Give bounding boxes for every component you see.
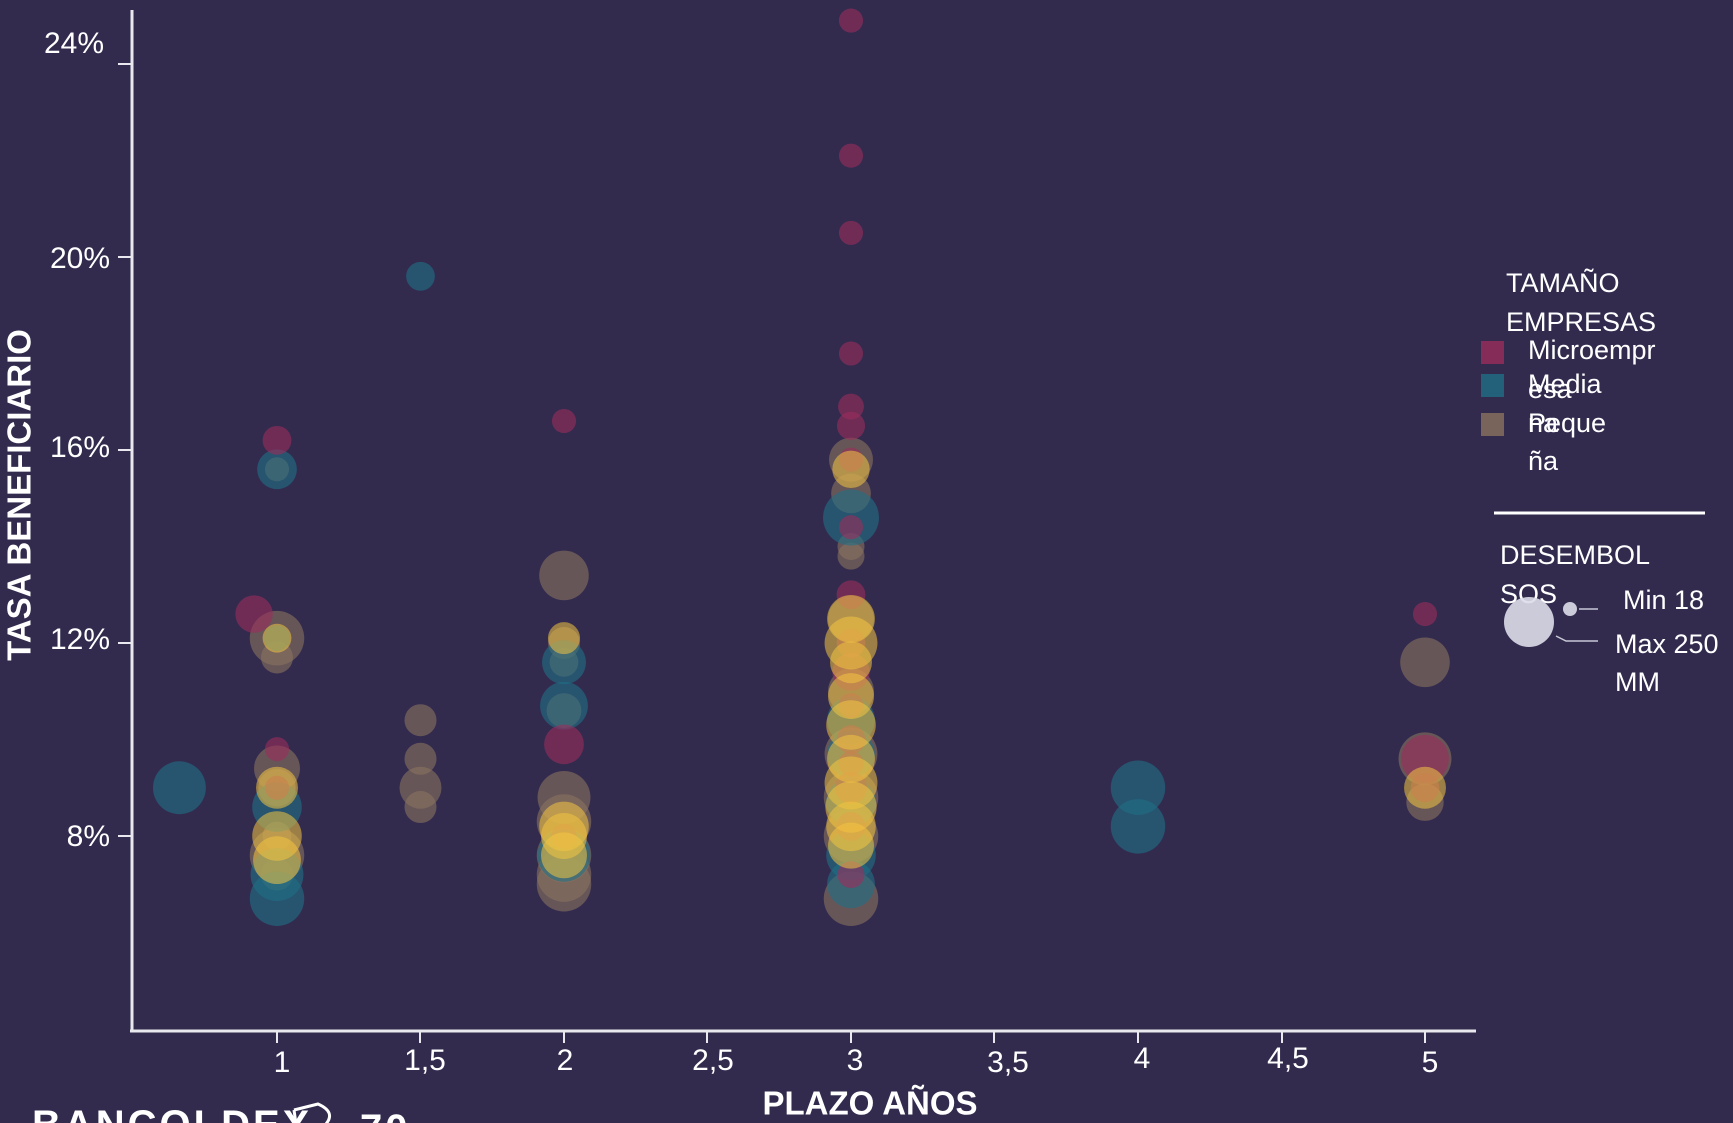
y-tick-label: 8% [67,820,110,853]
bubble-mediana [542,640,586,685]
bubble-mediana [540,681,588,730]
bubble-pequea [837,542,865,570]
legend-title: EMPRESAS [1506,307,1656,337]
size-legend-max-leader [1555,635,1598,642]
y-tick-label: 24% [44,27,104,60]
bubble-highlight [548,622,580,655]
bubble-mediana [152,761,206,815]
bubble-microempresa [838,515,864,540]
bubble-microempresa [544,724,584,765]
bubble-highlight [828,822,874,869]
size-legend-min-bubble [1563,602,1577,616]
bubble-pequea [539,550,589,601]
bubble-highlight [830,641,872,684]
bancoldex-logo: BANCOLDEX 70 [32,1102,411,1123]
bubble-highlight [832,450,870,488]
size-legend-max-bubble [1504,597,1554,647]
x-tick-label: 2 [557,1044,574,1077]
y-tick-label: 12% [50,623,110,656]
bubble-microempresa [836,411,866,440]
bubble-highlight [826,700,876,750]
size-legend-max-label: Max 250 [1615,629,1719,659]
bubble-highlight [1404,766,1446,809]
size-legend-max-label: MM [1615,667,1660,697]
x-tick-label: 3 [847,1044,864,1077]
bubble-microempresa [235,595,273,633]
bubble-highlight [541,832,587,879]
bubble-mediana [249,871,305,926]
x-ticks: 1 1,5 2 2,5 3 3,5 4 4,5 5 [274,1031,1439,1079]
y-axis-title: TASA BENEFICIARIO [1,329,38,661]
bubble-pequea [404,704,437,737]
size-legend-title: DESEMBOL [1500,540,1650,570]
x-tick-label: 2,5 [692,1044,734,1077]
x-tick-label: 5 [1422,1046,1439,1079]
bubble-microempresa [1412,602,1438,627]
bubble-pequea [1400,637,1450,688]
x-tick-label: 4,5 [1267,1042,1309,1075]
bubble-microempresa [838,393,864,420]
legend-label-pequena: ña [1528,446,1559,476]
bubble-pequea [404,742,437,775]
bubble-microempresa [838,143,864,168]
legend-title: TAMAÑO [1506,267,1620,298]
legend-swatch-mediana [1481,374,1504,397]
x-tick-label: 1,5 [404,1044,446,1077]
bubble-microempresa [264,737,290,762]
bubble-microempresa [838,8,864,33]
logo-number: 70 [360,1107,411,1123]
x-tick-label: 1 [274,1046,291,1079]
legend-label-mediana: na [1528,408,1559,438]
bubble-microempresa [262,425,292,455]
bubbles-layer [152,8,1452,926]
logo-mark-icon [292,1102,332,1123]
x-tick-label: 3,5 [987,1046,1029,1079]
bubble-highlight [262,623,292,653]
bubble-mediana [257,449,297,490]
y-tick-label: 20% [50,242,110,275]
y-tick-label: 16% [50,431,110,464]
bubble-microempresa [551,409,577,434]
bubble-pequea [404,791,437,824]
bubble-highlight [256,766,298,809]
bubble-mediana [406,261,435,291]
y-ticks: 8% 12% 16% 20% 24% [44,27,132,853]
legend-label-micro: Microempr [1528,335,1656,365]
legend-label-pequena: Peque [1528,408,1606,438]
bubble-microempresa [838,341,864,366]
x-axis-title: PLAZO AÑOS [762,1085,977,1122]
legend-label-micro: esa [1528,374,1573,404]
legend-swatch-pequena [1481,413,1504,436]
bubble-microempresa [838,220,864,245]
legend: TAMAÑO EMPRESAS Microempr esa Media na P… [1481,267,1719,697]
bubble-mediana [1110,799,1166,854]
bubble-microempresa [837,861,865,889]
bubble-highlight [253,836,301,885]
bubble-mediana [1110,760,1166,815]
legend-label-mediana: Media [1528,369,1603,399]
size-legend-min-label: Min 18 [1623,585,1704,615]
logo-wordmark: BANCOLDEX [32,1103,312,1123]
x-tick-label: 4 [1134,1042,1151,1075]
legend-swatch-micro [1481,341,1504,364]
